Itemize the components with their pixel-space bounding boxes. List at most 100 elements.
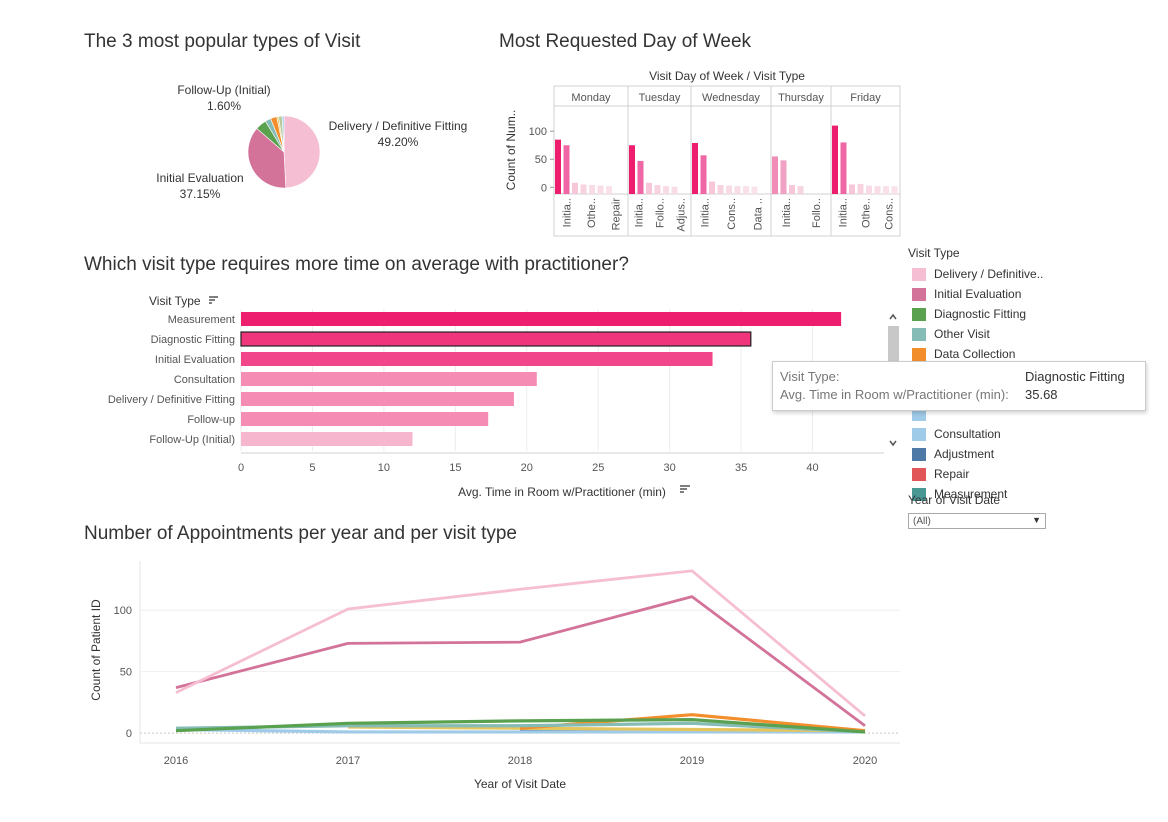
pie-label-value: 1.60% <box>207 99 241 113</box>
bar-x-axis-label: Avg. Time in Room w/Practitioner (min) <box>458 485 666 499</box>
day-bar <box>563 145 570 194</box>
line-x-tick: 2017 <box>336 755 360 767</box>
day-y-tick: 100 <box>529 126 547 138</box>
legend-swatch <box>912 267 926 281</box>
legend-item[interactable]: Initial Evaluation <box>908 284 1068 304</box>
day-x-tick: Follo.. <box>655 198 667 228</box>
bar <box>241 432 413 446</box>
day-x-tick: Initia.. <box>838 198 850 227</box>
legend-swatch <box>912 447 926 461</box>
legend-item[interactable]: Other Visit <box>908 324 1068 344</box>
legend-label: Initial Evaluation <box>934 287 1022 301</box>
day-panel-label: Thursday <box>778 92 824 104</box>
line-x-axis-label: Year of Visit Date <box>474 777 566 791</box>
day-bar <box>663 186 669 194</box>
legend-swatch <box>912 307 926 321</box>
bar-category-label: Follow-Up (Initial) <box>149 434 235 446</box>
line-x-tick: 2019 <box>680 755 704 767</box>
legend-label: Adjustment <box>934 447 995 461</box>
bar-chart-title: Which visit type requires more time on a… <box>84 254 629 275</box>
bar-x-tick: 25 <box>592 462 604 474</box>
legend-swatch <box>912 287 926 301</box>
scroll-down-arrow-icon[interactable] <box>889 440 897 447</box>
line-series <box>175 727 865 734</box>
scroll-up-arrow-icon[interactable] <box>889 313 897 320</box>
legend-item[interactable]: Diagnostic Fitting <box>908 304 1068 324</box>
tooltip-key-avg-time: Avg. Time in Room w/Practitioner (min): <box>780 387 1009 402</box>
legend-swatch <box>912 467 926 481</box>
legend-item[interactable]: Delivery / Definitive.. <box>908 264 1068 284</box>
tooltip: Visit Type: Diagnostic Fitting Avg. Time… <box>772 361 1146 411</box>
tooltip-key-visit-type: Visit Type: <box>780 369 840 384</box>
bar <box>241 312 842 326</box>
bar-x-tick: 30 <box>664 462 676 474</box>
pie-slice <box>283 115 321 189</box>
pie-chart-title: The 3 most popular types of Visit <box>84 31 361 52</box>
day-bar <box>717 185 724 194</box>
day-panel-label: Wednesday <box>702 92 760 104</box>
year-filter-select[interactable]: (All) ▼ <box>908 513 1046 529</box>
day-bar <box>857 183 864 194</box>
bar-x-tick: 15 <box>449 462 461 474</box>
legend-item[interactable]: Data Collection <box>908 344 1068 364</box>
bar-chart-scrollbar[interactable] <box>886 308 900 452</box>
line-series <box>175 718 866 734</box>
bar-x-tick: 40 <box>806 462 818 474</box>
bar-category-label: Measurement <box>168 314 235 326</box>
bar <box>241 392 514 406</box>
line-series <box>175 595 866 727</box>
line-series <box>347 725 866 733</box>
day-bar <box>874 186 881 194</box>
day-bar <box>654 185 661 194</box>
year-filter-label: Year of Visit Date <box>908 493 1001 507</box>
legend-label: Consultation <box>934 427 1001 441</box>
day-x-tick: Initia.. <box>561 198 573 227</box>
legend-item[interactable]: Measurement <box>908 484 1068 504</box>
bar <box>241 372 537 386</box>
line-x-tick: 2020 <box>853 755 877 767</box>
line-x-tick: 2016 <box>164 755 188 767</box>
bar <box>241 352 713 366</box>
legend-label: Repair <box>934 467 970 481</box>
year-filter-value: (All) <box>913 516 931 527</box>
day-bar <box>772 156 778 194</box>
day-x-tick: Repair <box>611 198 623 231</box>
legend-item[interactable]: Repair <box>908 464 1068 484</box>
day-bar <box>589 185 595 194</box>
year-filter: Year of Visit Date (All) ▼ <box>908 493 1046 529</box>
legend-swatch <box>912 427 926 441</box>
day-bar <box>832 125 838 194</box>
legend-item[interactable]: Adjustment <box>908 444 1068 464</box>
visit-type-legend: Visit Type Delivery / Definitive.. Initia… <box>908 246 1068 504</box>
day-panel-label: Tuesday <box>639 92 681 104</box>
day-chart-header: Visit Day of Week / Visit Type <box>649 69 805 83</box>
day-bar <box>671 186 678 194</box>
legend-label: Data Collection <box>934 347 1016 361</box>
day-x-tick: Initia.. <box>634 198 646 227</box>
chevron-down-icon[interactable]: ▼ <box>1032 515 1041 525</box>
line-y-axis-label: Count of Patient ID <box>89 599 103 701</box>
pie-label-name: Delivery / Definitive Fitting <box>329 119 468 133</box>
bar-category-label: Follow-up <box>187 414 235 426</box>
bar-category-label: Consultation <box>174 374 235 386</box>
day-bar <box>606 186 612 194</box>
pie-label-value: 49.20% <box>378 135 419 149</box>
day-x-tick: Othe.. <box>861 198 873 228</box>
pie-label-name: Initial Evaluation <box>156 171 243 185</box>
day-x-tick: Data .. <box>753 198 765 230</box>
day-bar <box>743 186 749 194</box>
day-chart-title: Most Requested Day of Week <box>499 31 752 52</box>
day-bar <box>734 186 741 194</box>
day-bar <box>700 155 707 194</box>
day-bar <box>789 185 795 194</box>
day-bar <box>883 186 889 194</box>
day-bar <box>692 142 698 194</box>
day-panel-label: Monday <box>571 92 611 104</box>
day-x-tick: Othe.. <box>586 198 598 228</box>
scroll-thumb[interactable] <box>888 326 899 370</box>
day-y-axis-label: Count of Num.. <box>504 110 518 191</box>
legend-item[interactable]: Consultation <box>908 424 1068 444</box>
day-x-tick: Initia.. <box>699 198 711 227</box>
line-series <box>175 569 866 718</box>
